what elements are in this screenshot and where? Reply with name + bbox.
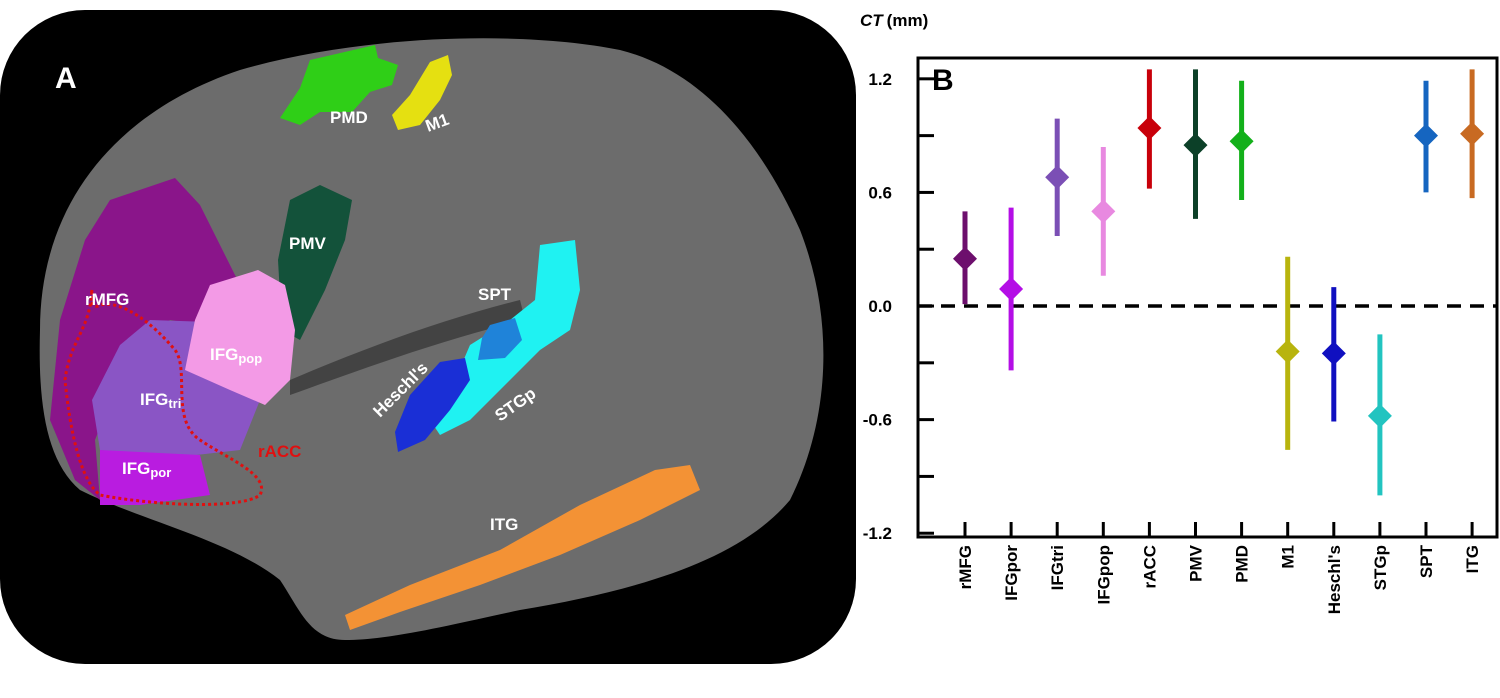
panel-b-chart: CT (mm) B 1.2 0.6 0.0 -0.6 -1.2 rMFG IFGpor IFG… — [860, 11, 1499, 614]
x-tick-label: SPT — [1417, 544, 1436, 578]
x-ticks: rMFG IFGpor IFGtri IFGpop rACC PMV PMD M1 Heschl… — [956, 522, 1482, 614]
x-tick-label: STGp — [1371, 545, 1390, 590]
y-axis-label-unit: (mm) — [887, 11, 929, 30]
y-tick-label: 1.2 — [868, 70, 892, 89]
data-point-rmfg — [953, 246, 977, 271]
y-tick-label: -1.2 — [863, 524, 892, 543]
data-point-heschls — [1321, 341, 1346, 366]
data-point-ifgpor — [999, 276, 1024, 301]
x-tick-label: Heschl's — [1325, 545, 1344, 614]
plot-frame — [916, 56, 1499, 539]
region-pmv — [278, 185, 352, 340]
y-tick-label: -0.6 — [863, 411, 892, 430]
y-tick-label: 0.0 — [868, 297, 892, 316]
label-pmv: PMV — [289, 234, 327, 253]
x-tick-label: IFGtri — [1048, 545, 1067, 590]
label-ifgpop-main: IFG — [210, 345, 238, 364]
data-point-pmv — [1183, 133, 1208, 158]
data-marks — [953, 69, 1485, 496]
data-point-ifgtri — [1045, 165, 1070, 190]
panel-a-letter: A — [55, 62, 77, 95]
data-point-racc — [1137, 116, 1162, 141]
region-m1 — [392, 55, 452, 130]
label-pmd: PMD — [330, 108, 368, 127]
y-ticks: 1.2 0.6 0.0 -0.6 -1.2 — [863, 70, 934, 543]
label-racc: rACC — [258, 442, 301, 461]
x-tick-label: PMV — [1187, 544, 1206, 582]
sylvian-shadow — [290, 300, 525, 395]
x-tick-label: IFGpor — [1002, 545, 1021, 601]
region-heschls — [395, 358, 470, 452]
label-spt: SPT — [478, 285, 512, 304]
label-rmfg: rMFG — [85, 290, 129, 309]
x-tick-label: IFGpop — [1094, 545, 1113, 604]
data-point-ifgpop — [1091, 199, 1116, 224]
label-ifgpor: IFGpor — [122, 459, 171, 480]
label-ifgpop-sub: pop — [238, 351, 262, 366]
region-spt — [478, 318, 522, 360]
data-point-pmd — [1229, 129, 1254, 154]
x-tick-label: rACC — [1140, 545, 1159, 588]
x-tick-label: rMFG — [956, 545, 975, 589]
panel-b-letter: B — [932, 64, 954, 97]
label-ifgpop: IFGpop — [210, 345, 262, 366]
region-ifgpor — [100, 450, 210, 505]
label-ifgtri-main: IFG — [140, 390, 168, 409]
data-point-stgp — [1367, 403, 1392, 428]
label-ifgtri: IFGtri — [140, 390, 181, 411]
label-ifgpor-sub: por — [150, 465, 171, 480]
label-ifgtri-sub: tri — [168, 396, 181, 411]
region-pmd — [280, 45, 398, 125]
region-ifgpop — [185, 270, 295, 405]
x-tick-label: M1 — [1279, 545, 1298, 569]
region-itg — [345, 465, 700, 630]
y-axis-label-var: CT — [860, 11, 884, 30]
y-axis-label: CT (mm) — [860, 11, 928, 30]
x-tick-label: PMD — [1233, 545, 1252, 583]
label-ifgpor-main: IFG — [122, 459, 150, 478]
label-itg: ITG — [490, 515, 518, 534]
y-tick-label: 0.6 — [868, 183, 892, 202]
data-point-m1 — [1275, 339, 1300, 364]
panel-a-brain: A PMD M1 PMV rMFG SPT IFGpop IFGtri Hesc… — [0, 10, 856, 664]
data-point-itg — [1460, 121, 1485, 146]
x-tick-label: ITG — [1463, 545, 1482, 573]
data-point-spt — [1414, 123, 1438, 148]
